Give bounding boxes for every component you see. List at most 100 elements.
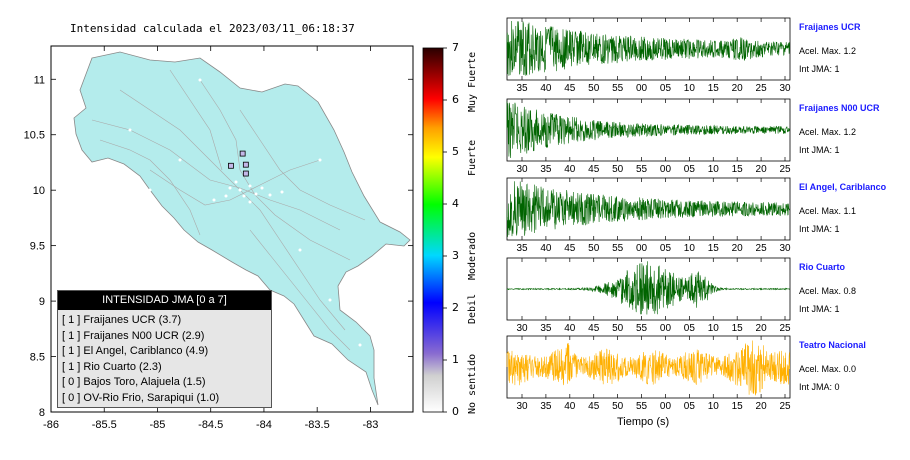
station-accel: Acel. Max. 0.8 xyxy=(799,286,857,296)
waveform-panel[interactable]: 30 35 40 45 50 55 00 05 10 15 20 25 xyxy=(506,257,791,334)
waveform-panel[interactable]: 30 35 40 45 50 55 00 05 10 15 20 25 xyxy=(506,335,791,412)
station-name: Teatro Nacional xyxy=(799,340,866,350)
legend-row: [ 1 ] Rio Cuarto (2.3) xyxy=(62,360,162,373)
waveform-trace xyxy=(506,20,790,77)
station-accel: Acel. Max. 0.0 xyxy=(799,364,857,374)
time-tick-label: 05 xyxy=(684,323,696,334)
color-bar-ticks xyxy=(443,47,447,413)
time-tick-label: 35 xyxy=(540,323,552,334)
legend-row: [ 1 ] El Angel, Cariblanco (4.9) xyxy=(62,345,209,357)
legend-row: [ 0 ] Bajos Toro, Alajuela (1.5) xyxy=(62,376,206,388)
time-tick-label: 35 xyxy=(516,243,528,254)
x-tick-label: -84 xyxy=(256,419,272,431)
waveform-panel[interactable]: 35 40 45 50 55 00 05 10 15 20 25 30 xyxy=(506,177,791,254)
station-accel: Acel. Max. 1.2 xyxy=(799,127,857,137)
scale-tick-label: 6 xyxy=(452,93,459,106)
station-marker[interactable] xyxy=(242,170,249,177)
time-tick-label: 30 xyxy=(516,323,528,334)
station-markers xyxy=(228,150,249,177)
waveform-trace xyxy=(506,101,790,159)
legend-row: [ 1 ] Fraijanes UCR (3.7) xyxy=(62,314,182,326)
time-tick-label: 15 xyxy=(708,83,720,94)
time-tick-label: 40 xyxy=(564,323,576,334)
time-tick-label: 50 xyxy=(588,243,600,254)
station-name: El Angel, Cariblanco xyxy=(799,182,887,192)
station-marker[interactable] xyxy=(239,150,246,157)
station-jma: Int JMA: 1 xyxy=(799,224,840,234)
time-tick-label: 20 xyxy=(732,243,744,254)
x-tick-label: -83.5 xyxy=(305,419,330,431)
time-tick-label: 15 xyxy=(732,164,744,175)
time-tick-label: 00 xyxy=(660,164,672,175)
scale-category-label: Fuerte xyxy=(467,139,478,176)
legend-rows: [ 1 ] Fraijanes UCR (3.7) [ 1 ] Fraijanes… xyxy=(58,310,271,406)
time-tick-label: 15 xyxy=(732,401,744,412)
legend-row: [ 0 ] OV-Rio Frio, Sarapiqui (1.0) xyxy=(62,391,220,404)
time-tick-label: 20 xyxy=(756,401,768,412)
scale-category-label: Debil xyxy=(467,293,478,324)
road-network xyxy=(91,69,366,351)
station-accel: Acel. Max. 1.2 xyxy=(799,46,857,56)
station-accel: Acel. Max. 1.1 xyxy=(799,206,857,216)
time-tick-label: 40 xyxy=(564,401,576,412)
city-dots xyxy=(128,78,362,347)
waveform-panels: 35 40 45 50 55 00 05 10 15 20 25 30 30 35 40 45 50 55 00 05… xyxy=(506,17,791,412)
waveform-panel[interactable]: 35 40 45 50 55 00 05 10 15 20 25 30 xyxy=(506,17,791,94)
time-tick-label: 00 xyxy=(636,243,648,254)
y-tick-label: 8.5 xyxy=(30,352,45,364)
y-tick-label: 10.5 xyxy=(24,130,45,142)
time-tick-label: 45 xyxy=(588,164,600,175)
waveform-panel[interactable]: 30 35 40 45 50 55 00 05 10 15 20 25 xyxy=(506,98,791,175)
time-tick-label: 40 xyxy=(540,83,552,94)
waveform-trace xyxy=(506,261,790,315)
x-tick-label: -83 xyxy=(362,419,378,431)
time-axis-label: Tiempo (s) xyxy=(617,416,670,428)
time-tick-label: 55 xyxy=(636,323,648,334)
time-tick-label: 45 xyxy=(564,83,576,94)
time-tick-label: 35 xyxy=(540,164,552,175)
time-tick-label: 25 xyxy=(779,164,791,175)
time-tick-label: 05 xyxy=(684,401,696,412)
x-tick-label: -84.5 xyxy=(198,419,223,431)
x-tick-label: -86 xyxy=(43,419,59,431)
time-tick-label: 10 xyxy=(708,164,720,175)
time-tick-label: 00 xyxy=(660,401,672,412)
station-jma: Int JMA: 1 xyxy=(799,304,840,314)
station-name: Rio Cuarto xyxy=(799,262,845,272)
time-tick-label: 50 xyxy=(612,401,624,412)
station-marker[interactable] xyxy=(228,162,234,169)
time-tick-label: 05 xyxy=(660,243,672,254)
time-tick-label: 05 xyxy=(660,83,672,94)
costa-rica-land xyxy=(73,51,411,406)
time-tick-label: 25 xyxy=(756,83,768,94)
time-tick-label: 00 xyxy=(660,323,672,334)
time-tick-label: 00 xyxy=(636,83,648,94)
time-tick-label: 50 xyxy=(612,323,624,334)
time-tick-label: 20 xyxy=(732,83,744,94)
station-marker[interactable] xyxy=(242,161,249,168)
time-tick-label: 45 xyxy=(564,243,576,254)
station-name: Fraijanes N00 UCR xyxy=(799,103,880,113)
y-tick-label: 8 xyxy=(39,407,45,419)
time-tick-label: 45 xyxy=(588,323,600,334)
x-tick-label: -85.5 xyxy=(92,419,117,431)
time-tick-label: 10 xyxy=(708,401,720,412)
scale-category-label: Muy Fuerte xyxy=(467,51,478,112)
time-tick-label: 30 xyxy=(779,243,791,254)
time-tick-label: 50 xyxy=(588,83,600,94)
intensity-legend: INTENSIDAD JMA [0 a 7] [ 1 ] Fraijanes U… xyxy=(57,290,272,408)
station-name: Fraijanes UCR xyxy=(799,22,861,32)
scale-tick-label: 0 xyxy=(452,405,459,418)
time-tick-label: 30 xyxy=(779,83,791,94)
time-tick-label: 35 xyxy=(516,83,528,94)
waveform-trace xyxy=(506,181,790,237)
y-tick-label: 10 xyxy=(33,185,45,197)
time-tick-label: 10 xyxy=(708,323,720,334)
time-tick-label: 30 xyxy=(516,401,528,412)
scale-tick-label: 2 xyxy=(452,301,459,314)
y-tick-label: 11 xyxy=(34,74,45,86)
scale-tick-label: 3 xyxy=(452,249,459,262)
time-tick-label: 55 xyxy=(612,243,624,254)
time-tick-label: 25 xyxy=(779,401,791,412)
